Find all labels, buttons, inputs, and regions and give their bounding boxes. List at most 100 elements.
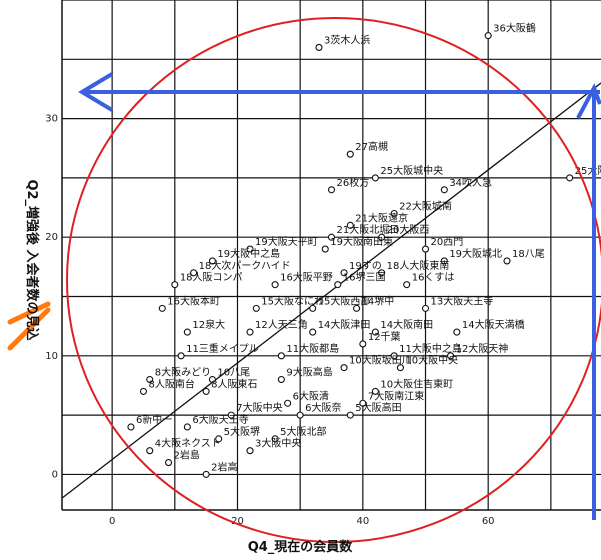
data-point <box>390 352 398 360</box>
data-point <box>202 470 210 478</box>
data-point <box>164 459 173 467</box>
data-point-label: 12大阪天神 <box>456 342 509 355</box>
data-point <box>346 221 354 229</box>
data-point <box>252 304 260 312</box>
data-point-label: 20西門 <box>431 236 464 248</box>
data-point-label: 20大阪西 <box>387 223 430 236</box>
y-tick-label: 30 <box>45 114 58 125</box>
data-point-label: 21大阪遠京 <box>355 211 408 224</box>
data-point-label: 15大阪西部 <box>318 294 371 307</box>
data-point-label: 7大阪中央 <box>236 401 282 414</box>
data-point <box>277 375 285 384</box>
data-point-label: 3茨木人浜 <box>324 33 370 46</box>
data-point <box>440 257 448 265</box>
data-point <box>346 411 354 419</box>
data-point <box>566 174 574 182</box>
data-point <box>403 281 411 289</box>
data-point <box>246 447 254 455</box>
data-point <box>484 32 492 40</box>
data-point <box>371 174 379 182</box>
data-point <box>183 423 191 431</box>
data-point <box>246 328 254 336</box>
data-point <box>146 375 154 384</box>
data-point-label: 12泉大 <box>192 318 225 331</box>
data-point-label: 2岩島 <box>174 449 200 462</box>
data-point <box>327 186 336 194</box>
data-point-label: 25大阪城中央 <box>380 164 443 177</box>
x-tick-label: 40 <box>356 516 369 527</box>
data-point <box>309 304 317 312</box>
data-point <box>359 399 367 407</box>
data-point <box>334 281 342 289</box>
data-point-label: 9大阪高島 <box>286 366 332 379</box>
data-point-label: 6大阪奈 <box>305 401 341 414</box>
data-point <box>309 328 317 336</box>
data-point <box>271 435 279 443</box>
data-point <box>284 399 292 407</box>
data-point <box>139 387 148 395</box>
data-point <box>208 257 216 265</box>
data-point <box>353 304 361 312</box>
data-point-label: 5大阪北部 <box>280 425 326 438</box>
data-point-label: 21大阪北堀日 <box>337 223 400 236</box>
data-point-label: 16大阪平野 <box>280 271 333 284</box>
data-point-label: 14大阪南田 <box>380 318 433 331</box>
data-point-label: 19大阪南田東 <box>330 235 393 248</box>
data-point <box>146 447 154 455</box>
x-axis-title: Q4_現在の会員数 <box>248 539 354 555</box>
data-point-label: 19大阪城北 <box>449 247 502 260</box>
data-point-label: 12千葉 <box>368 330 401 343</box>
blue-arrow-vertical <box>576 83 601 520</box>
data-point <box>277 352 285 360</box>
data-point-label: 8人阪東石 <box>211 377 257 390</box>
data-point-label: 10大阪坂田川 <box>349 354 412 367</box>
data-point-label: 14大阪津田 <box>318 318 371 331</box>
data-point-label: 11大阪中之島 <box>399 342 462 355</box>
trend-line-group <box>61 82 601 499</box>
y-axis-title: Q2_増強後 入会者数の見込 <box>24 179 40 341</box>
data-point-label: 4大阪ネクスト <box>155 437 221 450</box>
data-point <box>440 186 448 194</box>
data-point <box>340 269 348 277</box>
data-point <box>378 269 386 277</box>
data-point <box>296 411 304 419</box>
data-point <box>340 364 348 372</box>
data-point <box>371 387 379 395</box>
data-point-label: 18人阪コンパ <box>180 271 243 284</box>
data-point-label: 5大阪堺 <box>224 425 260 438</box>
data-point <box>346 150 354 158</box>
data-point <box>503 257 511 265</box>
data-point <box>378 233 386 241</box>
highlight-circle <box>66 17 601 543</box>
data-point-label: 12人天三角 <box>255 319 308 331</box>
data-point <box>421 245 430 253</box>
data-point <box>327 233 336 241</box>
data-point-label: 11三重メイプル <box>186 342 259 355</box>
data-point-label: 22大阪城南 <box>399 199 452 212</box>
data-point <box>390 209 398 218</box>
y-tick-label: 10 <box>45 351 58 362</box>
y-tick-label: 20 <box>45 232 58 243</box>
data-point-label: 19大阪中之島 <box>217 247 280 260</box>
trend-line <box>61 82 601 499</box>
data-point-label: 10大阪中央 <box>405 354 458 367</box>
data-point-label: 8大阪みどり <box>155 366 211 379</box>
data-point-label: 14大阪天満橋 <box>462 318 525 331</box>
data-point <box>453 328 461 336</box>
data-point <box>177 352 185 360</box>
tick-labels: 0 20 40 60 0 10 20 30 <box>45 114 494 527</box>
x-tick-label: 20 <box>231 516 244 527</box>
data-point-label: 18大次パークハイド <box>199 259 291 272</box>
data-point <box>421 304 430 312</box>
data-point-label: 6大阪天王寺 <box>192 413 248 426</box>
data-point <box>171 281 179 289</box>
data-point-label: 8人阪南台 <box>148 377 194 390</box>
data-point-label: 5大阪高田 <box>355 401 401 414</box>
data-point-label: 3大阪中央 <box>255 437 301 450</box>
data-point-label: 26枚方 <box>337 176 370 189</box>
data-point-label: 11大阪都島 <box>286 342 339 355</box>
data-point-label: 18八尾 <box>512 248 545 260</box>
data-point <box>371 328 379 336</box>
data-point-label: 6新中一 <box>136 413 172 426</box>
